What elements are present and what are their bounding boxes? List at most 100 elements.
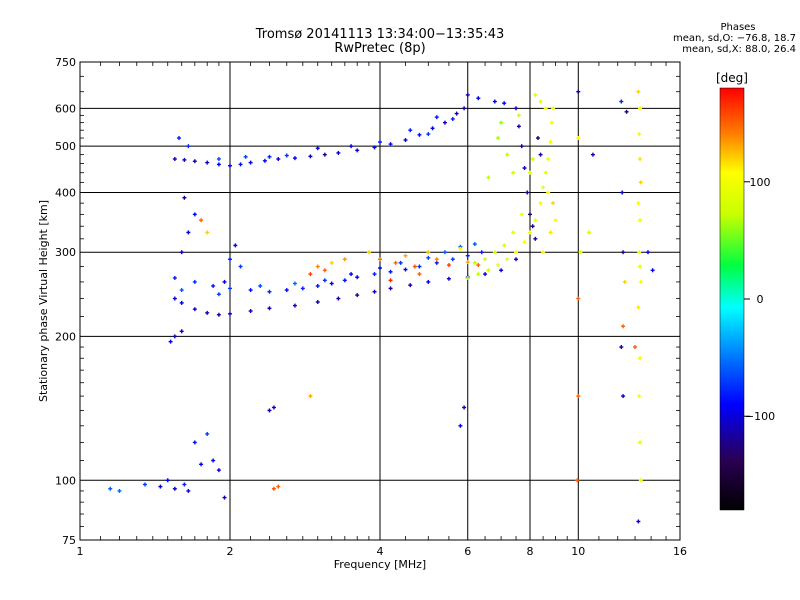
y-tick-label: 75 <box>62 534 76 547</box>
data-point <box>388 142 393 147</box>
data-point <box>541 250 546 255</box>
data-point <box>248 309 253 314</box>
data-point <box>329 281 334 286</box>
data-point <box>533 218 538 223</box>
data-point <box>284 153 289 158</box>
data-point <box>636 89 641 94</box>
data-point <box>199 462 204 467</box>
data-point <box>205 230 210 235</box>
data-point <box>322 278 327 283</box>
data-point <box>486 175 491 180</box>
data-point <box>349 272 354 277</box>
data-point <box>315 264 320 269</box>
data-point <box>590 152 595 157</box>
data-point <box>158 484 163 489</box>
data-point <box>516 124 521 129</box>
data-point <box>650 268 655 273</box>
y-tick-label: 500 <box>55 140 76 153</box>
data-point <box>267 306 272 311</box>
data-point <box>538 201 543 206</box>
data-point <box>372 289 377 294</box>
data-point <box>142 482 147 487</box>
data-point <box>465 253 470 258</box>
x-tick-label: 6 <box>464 545 471 558</box>
data-point <box>186 144 191 149</box>
data-point <box>522 166 527 171</box>
data-point <box>458 423 463 428</box>
data-point <box>528 230 532 235</box>
data-point <box>216 162 221 167</box>
data-point <box>505 152 510 157</box>
data-point <box>530 157 535 162</box>
data-point <box>462 405 467 410</box>
data-point <box>511 230 516 235</box>
data-point <box>276 484 281 489</box>
data-point <box>388 286 393 291</box>
data-point <box>372 272 377 277</box>
data-point <box>528 170 532 175</box>
axis-ticks: 1 2 4 6 8 10 16 75 100 200 300 400 500 600 750 <box>55 56 687 558</box>
data-point <box>243 154 248 159</box>
y-tick-label: 600 <box>55 102 76 115</box>
data-point <box>546 190 551 195</box>
data-point <box>172 275 177 280</box>
data-point <box>258 283 263 288</box>
data-point <box>636 519 641 524</box>
data-point <box>541 185 546 190</box>
data-point <box>575 478 580 483</box>
data-point <box>292 303 297 308</box>
y-tick-label: 400 <box>55 186 76 199</box>
data-point <box>388 278 393 283</box>
data-point <box>182 195 187 200</box>
data-point <box>179 329 184 334</box>
data-point <box>426 250 431 255</box>
x-tick-label: 2 <box>227 545 234 558</box>
chart-subtitle: RwPretec (8p) <box>334 41 426 56</box>
data-point <box>551 201 556 206</box>
data-point <box>292 156 297 161</box>
data-point <box>228 311 232 316</box>
data-point <box>638 279 643 284</box>
colorbar-label: [deg] <box>716 71 748 85</box>
data-point <box>492 250 497 255</box>
x-tick-label: 8 <box>527 545 534 558</box>
data-point <box>499 120 504 125</box>
colorbar-ticks: 100 0 −100 <box>744 176 775 423</box>
data-point <box>472 260 477 265</box>
data-point <box>366 250 371 255</box>
data-point <box>465 275 470 280</box>
data-point <box>179 250 184 255</box>
data-point <box>408 128 413 133</box>
data-point <box>483 257 488 262</box>
data-point <box>276 157 281 162</box>
data-point <box>535 136 540 141</box>
data-point <box>578 250 583 255</box>
data-point <box>403 253 408 258</box>
data-point <box>511 170 516 175</box>
data-point <box>586 230 591 235</box>
data-point <box>192 440 197 445</box>
data-point <box>238 162 243 167</box>
data-point <box>417 132 422 137</box>
data-point <box>576 89 581 94</box>
colorbar <box>719 87 745 511</box>
data-point <box>637 394 642 399</box>
data-point <box>576 394 581 399</box>
data-point <box>624 109 629 114</box>
grid-lines <box>80 62 680 540</box>
data-point <box>472 242 477 247</box>
data-point <box>172 486 177 491</box>
x-tick-label: 10 <box>571 545 585 558</box>
data-point <box>621 250 626 255</box>
data-point <box>430 126 435 131</box>
y-tick-label: 300 <box>55 246 76 259</box>
data-point <box>434 115 439 120</box>
data-point <box>446 263 451 268</box>
data-point <box>458 246 463 251</box>
data-point <box>228 163 232 168</box>
data-point <box>211 458 216 463</box>
data-point <box>553 218 558 223</box>
data-point <box>378 266 382 271</box>
data-point <box>216 312 221 317</box>
